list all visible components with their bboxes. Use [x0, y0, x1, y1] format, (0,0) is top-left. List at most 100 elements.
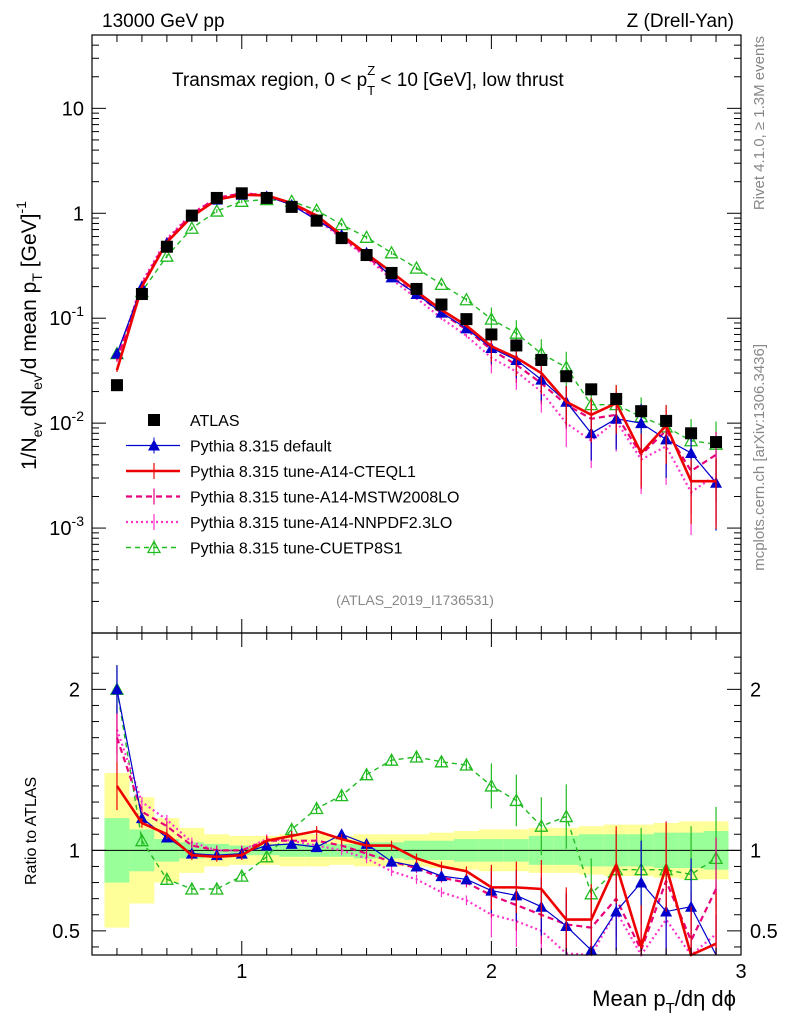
series-point: [384, 752, 399, 766]
ratio-y-tick-label-right: 0.5: [750, 921, 778, 943]
ratio-panel: 1 2 30.5 0.51 12 2: [52, 35, 778, 983]
series-point: [635, 417, 648, 429]
series-point: [134, 833, 150, 847]
ratio-series-cuetp: [109, 665, 724, 930]
series-point: [335, 232, 348, 245]
x-axis-ticks: 1 2 3: [116, 35, 747, 983]
series-point: [384, 245, 399, 259]
series-point: [359, 767, 374, 781]
ratio-y-tick-label-right: 2: [750, 679, 761, 701]
series-point: [509, 325, 524, 339]
series-point: [334, 217, 349, 231]
x-axis-label: Mean pT/dη dϕ: [592, 986, 736, 1017]
main-title-suffix: < 10 [GeV], low thrust: [375, 70, 564, 91]
legend-label: ATLAS: [190, 413, 240, 430]
series-point: [635, 876, 648, 888]
y-tick-label: 1: [73, 203, 84, 225]
series-point: [460, 873, 473, 885]
series-atlas: [110, 187, 723, 449]
legend-entry-nnpdf: Pythia 8.315 tune-A14-NNPDF2.3LO: [126, 514, 452, 532]
legend: ATLAS Pythia 8.315 default Pythia 8.315 tu…: [126, 413, 459, 558]
ratio-y-tick-label: 1: [69, 840, 80, 862]
series-point: [409, 260, 424, 274]
series-point: [110, 379, 123, 392]
legend-label: Pythia 8.315 tune-A14-NNPDF2.3LO: [190, 515, 452, 532]
series-point: [585, 383, 598, 396]
legend-entry-default: Pythia 8.315 default: [126, 437, 332, 456]
series-point: [285, 200, 298, 213]
series-point: [234, 193, 249, 207]
main-title-prefix: Transmax region, 0 < p: [172, 70, 367, 91]
series-point: [559, 809, 574, 823]
series-point: [359, 229, 374, 243]
main-title: Transmax region, 0 < pZ T < 10 [GeV], low…: [172, 63, 564, 98]
legend-entry-atlas: ATLAS: [148, 413, 240, 430]
series-point: [410, 860, 423, 872]
series-point: [185, 209, 198, 222]
series-point: [184, 220, 199, 234]
y-axis-ticks-main: 10-3 10-2 10-1 1 10: [49, 34, 741, 634]
series-point: [610, 905, 623, 917]
y-axis-label-main: 1/Nev dNev/d mean pT [GeV]-1: [13, 201, 45, 470]
series-point: [160, 240, 173, 253]
x-tick-label: 3: [735, 961, 746, 983]
series-nnpdf: [115, 191, 717, 536]
series-point: [434, 754, 449, 768]
series-point: [334, 788, 349, 802]
legend-label: Pythia 8.315 tune-A14-MSTW2008LO: [190, 490, 459, 507]
series-point: [484, 778, 499, 792]
x-tick-label: 2: [486, 961, 497, 983]
y-tick-label: 10-3: [49, 513, 84, 540]
series-point: [209, 881, 224, 895]
ratio-line-default: [116, 689, 717, 956]
series-point: [509, 793, 524, 807]
series-point: [435, 870, 448, 882]
series-point: [385, 266, 398, 279]
series-point: [434, 277, 449, 291]
series-point: [410, 282, 423, 295]
ratio-series-default: [110, 665, 717, 956]
series-point: [660, 414, 673, 427]
series-point: [135, 288, 148, 301]
legend-label: Pythia 8.315 tune-CUETP8S1: [190, 541, 403, 558]
analysis-watermark: (ATLAS_2019_I1736531): [336, 592, 494, 608]
series-point: [110, 683, 123, 695]
y-tick-label: 10-2: [49, 408, 84, 435]
main-title-sup: Z: [367, 63, 375, 78]
legend-entry-cteql1: Pythia 8.315 tune-A14-CTEQL1: [126, 463, 416, 481]
legend-entry-mstw: Pythia 8.315 tune-A14-MSTW2008LO: [126, 488, 459, 507]
series-point: [148, 439, 160, 451]
series-point: [459, 292, 474, 306]
process-label: Z (Drell-Yan): [627, 11, 734, 32]
rivet-label: Rivet 4.1.0, ≥ 1.3M events: [751, 36, 768, 210]
series-point: [409, 749, 424, 763]
series-point: [510, 339, 523, 352]
series-point: [310, 214, 323, 227]
series-point: [159, 248, 174, 262]
ratio-y-tick-label: 0.5: [52, 921, 80, 943]
y-tick-label: 10-1: [49, 303, 84, 330]
series-point: [209, 203, 224, 217]
series-point: [610, 392, 623, 405]
main-title-sub: T: [367, 83, 375, 98]
ratio-y-tick-label-right: 1: [750, 840, 761, 862]
series-point: [260, 191, 273, 204]
series-point: [259, 849, 274, 863]
legend-label: Pythia 8.315 default: [190, 439, 332, 456]
series-point: [484, 311, 499, 325]
series-point: [685, 427, 698, 440]
series-point: [710, 436, 723, 449]
series-point: [184, 881, 199, 895]
series-point: [459, 757, 474, 771]
ratio-y-tick-label: 2: [69, 679, 80, 701]
series-point: [310, 841, 323, 853]
series-line-cuetp: [116, 198, 717, 445]
legend-marker: [148, 414, 160, 426]
series-point: [309, 801, 324, 815]
legend-entry-cuetp: Pythia 8.315 tune-CUETP8S1: [126, 539, 403, 558]
series-point: [685, 900, 698, 912]
series-point: [385, 855, 398, 867]
series-point: [146, 540, 162, 554]
series-point: [685, 446, 698, 458]
